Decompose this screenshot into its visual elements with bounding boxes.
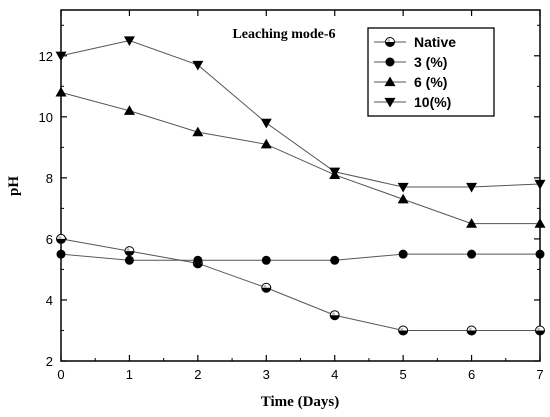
data-point-2-3: [260, 138, 272, 149]
data-point-1-3: [261, 255, 271, 265]
x-tick-label: 5: [400, 367, 407, 382]
x-tick-label: 4: [331, 367, 338, 382]
y-tick-label: 4: [46, 293, 53, 308]
marker-highlight: [468, 327, 472, 331]
marker-fill: [124, 251, 134, 256]
series-line-2: [60, 91, 540, 225]
y-tick-label: 8: [46, 171, 53, 186]
data-point-3-0: [55, 51, 67, 62]
x-axis-label: Time (Days): [261, 394, 339, 410]
data-point-0-1: [124, 246, 135, 257]
data-point-2-0: [55, 86, 67, 97]
x-tick-label: 2: [194, 367, 201, 382]
legend-label: 10(%): [414, 94, 451, 110]
marker-fill: [261, 287, 271, 293]
data-point-1-7: [535, 249, 545, 259]
data-point-3-1: [123, 36, 135, 47]
marker-highlight: [126, 248, 130, 252]
data-point-2-1: [123, 105, 135, 115]
legend-label: 3 (%): [414, 54, 447, 70]
data-point-3-2: [192, 60, 204, 71]
data-point-2-7: [534, 218, 546, 228]
chart-title: Leaching mode-6: [232, 27, 335, 42]
legend-marker: [385, 57, 395, 67]
marker-fill: [330, 315, 340, 320]
data-point-2-5: [397, 193, 409, 204]
marker-fill: [467, 330, 477, 335]
data-point-2-2: [192, 126, 204, 137]
x-tick-label: 1: [126, 367, 133, 382]
data-point-1-1: [124, 255, 134, 265]
data-point-1-6: [467, 249, 477, 259]
data-point-1-5: [398, 249, 408, 259]
data-point-0-0: [56, 233, 66, 244]
legend-marker: [384, 76, 396, 87]
x-tick-label: 0: [57, 367, 64, 382]
x-tick-label: 7: [536, 367, 543, 382]
data-point-0-7: [535, 325, 545, 336]
marker-fill: [385, 42, 395, 47]
data-point-1-4: [330, 255, 340, 265]
series-line-3: [60, 40, 541, 188]
marker-fill: [535, 330, 545, 335]
marker-highlight: [332, 312, 335, 316]
data-point-0-5: [398, 325, 409, 336]
legend-label: 6 (%): [414, 74, 447, 90]
marker-fill: [193, 263, 203, 268]
y-tick-label: 2: [46, 354, 53, 369]
legend-marker: [384, 97, 396, 108]
legend-marker: [385, 37, 395, 47]
data-point-3-5: [397, 182, 409, 193]
series-line-0: [60, 238, 540, 331]
data-point-0-4: [329, 310, 340, 321]
data-point-2-6: [466, 218, 478, 228]
x-tick-label: 3: [263, 367, 270, 382]
legend-label: Native: [414, 34, 456, 50]
marker-highlight: [400, 327, 404, 331]
data-point-0-3: [261, 282, 272, 293]
y-tick-label: 6: [46, 232, 53, 247]
data-point-1-0: [56, 249, 66, 259]
y-tick-label: 12: [39, 49, 53, 64]
x-tick-label: 6: [468, 367, 475, 382]
data-point-3-4: [329, 167, 341, 178]
series-line-1: [60, 253, 540, 261]
marker-highlight: [387, 39, 391, 42]
y-tick-label: 10: [39, 110, 53, 125]
data-point-0-6: [466, 325, 477, 336]
data-point-1-2: [193, 255, 203, 265]
y-axis-label: pH: [6, 176, 22, 196]
marker-fill: [398, 330, 408, 335]
marker-highlight: [58, 236, 62, 239]
legend: Native 3 (%) 6 (%) 10(%): [367, 27, 495, 117]
marker-highlight: [537, 327, 541, 331]
data-point-3-6: [466, 182, 478, 193]
marker-fill: [56, 238, 66, 244]
data-point-3-7: [534, 179, 546, 190]
data-point-3-3: [260, 118, 272, 129]
marker-highlight: [263, 284, 267, 288]
